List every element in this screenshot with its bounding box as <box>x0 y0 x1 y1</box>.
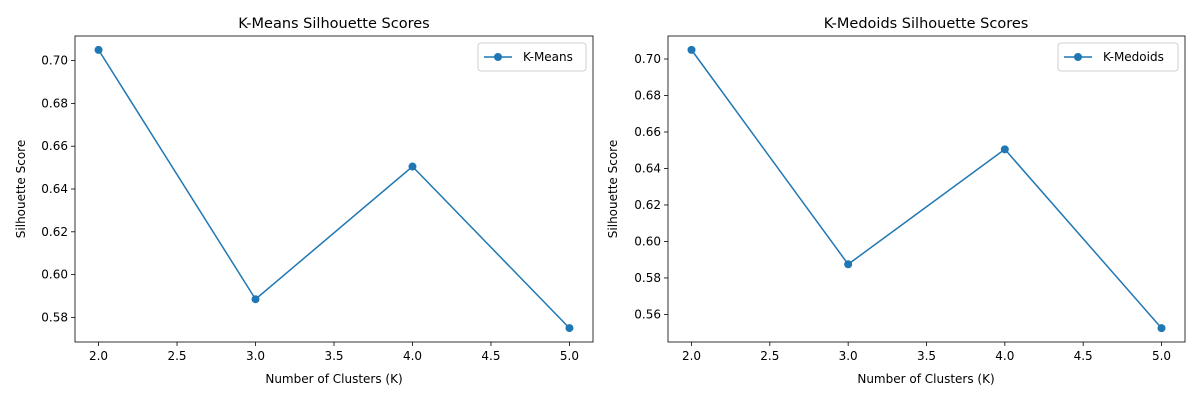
x-axis-label: Number of Clusters (K) <box>857 372 994 386</box>
y-axis-label: Silhouette Score <box>14 140 28 238</box>
data-point <box>1000 145 1009 154</box>
x-tick-label: 5.0 <box>560 349 579 363</box>
y-tick-label: 0.66 <box>41 139 68 153</box>
y-tick-label: 0.68 <box>634 88 661 102</box>
x-tick-label: 3.0 <box>246 349 265 363</box>
x-tick-label: 2.0 <box>89 349 108 363</box>
y-tick-label: 0.70 <box>634 52 661 66</box>
data-point <box>1157 324 1166 333</box>
data-point <box>687 45 696 54</box>
x-tick-label: 4.5 <box>1074 349 1093 363</box>
legend-marker <box>494 53 502 61</box>
x-tick-label: 4.5 <box>481 349 500 363</box>
x-axis-label: Number of Clusters (K) <box>265 372 402 386</box>
x-tick-label: 2.5 <box>760 349 779 363</box>
data-point <box>251 295 260 304</box>
data-point <box>565 324 574 333</box>
x-tick-label: 4.0 <box>403 349 422 363</box>
legend: K-Medoids <box>1057 42 1179 72</box>
kmedoids-chart: K-Medoids Silhouette Scores 2.0 2.5 3.0 3.5… <box>606 16 1186 386</box>
chart-title: K-Means Silhouette Scores <box>238 16 429 32</box>
data-point <box>94 45 103 54</box>
x-tick-label: 3.5 <box>917 349 936 363</box>
y-tick-label: 0.64 <box>634 161 661 175</box>
plot-frame <box>74 35 594 343</box>
data-point <box>844 260 853 269</box>
series-line <box>690 49 1163 329</box>
x-tick-label: 4.0 <box>995 349 1014 363</box>
legend-box <box>1057 42 1179 72</box>
x-tick-label: 2.0 <box>682 349 701 363</box>
y-tick-label: 0.58 <box>41 310 68 324</box>
y-tick-label: 0.64 <box>41 182 68 196</box>
y-tick-label: 0.60 <box>634 234 661 248</box>
plot-frame <box>667 35 1186 343</box>
y-tick-label: 0.56 <box>634 307 661 321</box>
y-tick-label: 0.66 <box>634 125 661 139</box>
y-axis-label: Silhouette Score <box>606 140 620 238</box>
y-tick-label: 0.62 <box>634 198 661 212</box>
y-tick-label: 0.58 <box>634 271 661 285</box>
legend: K-Means <box>477 42 587 72</box>
y-tick-label: 0.60 <box>41 268 68 282</box>
data-point <box>408 162 417 171</box>
y-tick-label: 0.62 <box>41 225 68 239</box>
legend-label: K-Means <box>523 50 573 64</box>
x-tick-label: 5.0 <box>1152 349 1171 363</box>
x-tick-label: 3.0 <box>839 349 858 363</box>
y-tick-label: 0.70 <box>41 54 68 68</box>
chart-title: K-Medoids Silhouette Scores <box>824 16 1029 32</box>
x-tick-label: 3.5 <box>324 349 343 363</box>
series-line <box>97 49 570 329</box>
x-tick-label: 2.5 <box>167 349 186 363</box>
legend-label: K-Medoids <box>1103 50 1164 64</box>
legend-box <box>477 42 587 72</box>
kmeans-chart: K-Means Silhouette Scores 2.0 2.5 3.0 3.5 4.… <box>14 16 594 386</box>
y-tick-label: 0.68 <box>41 96 68 110</box>
legend-marker <box>1074 53 1082 61</box>
